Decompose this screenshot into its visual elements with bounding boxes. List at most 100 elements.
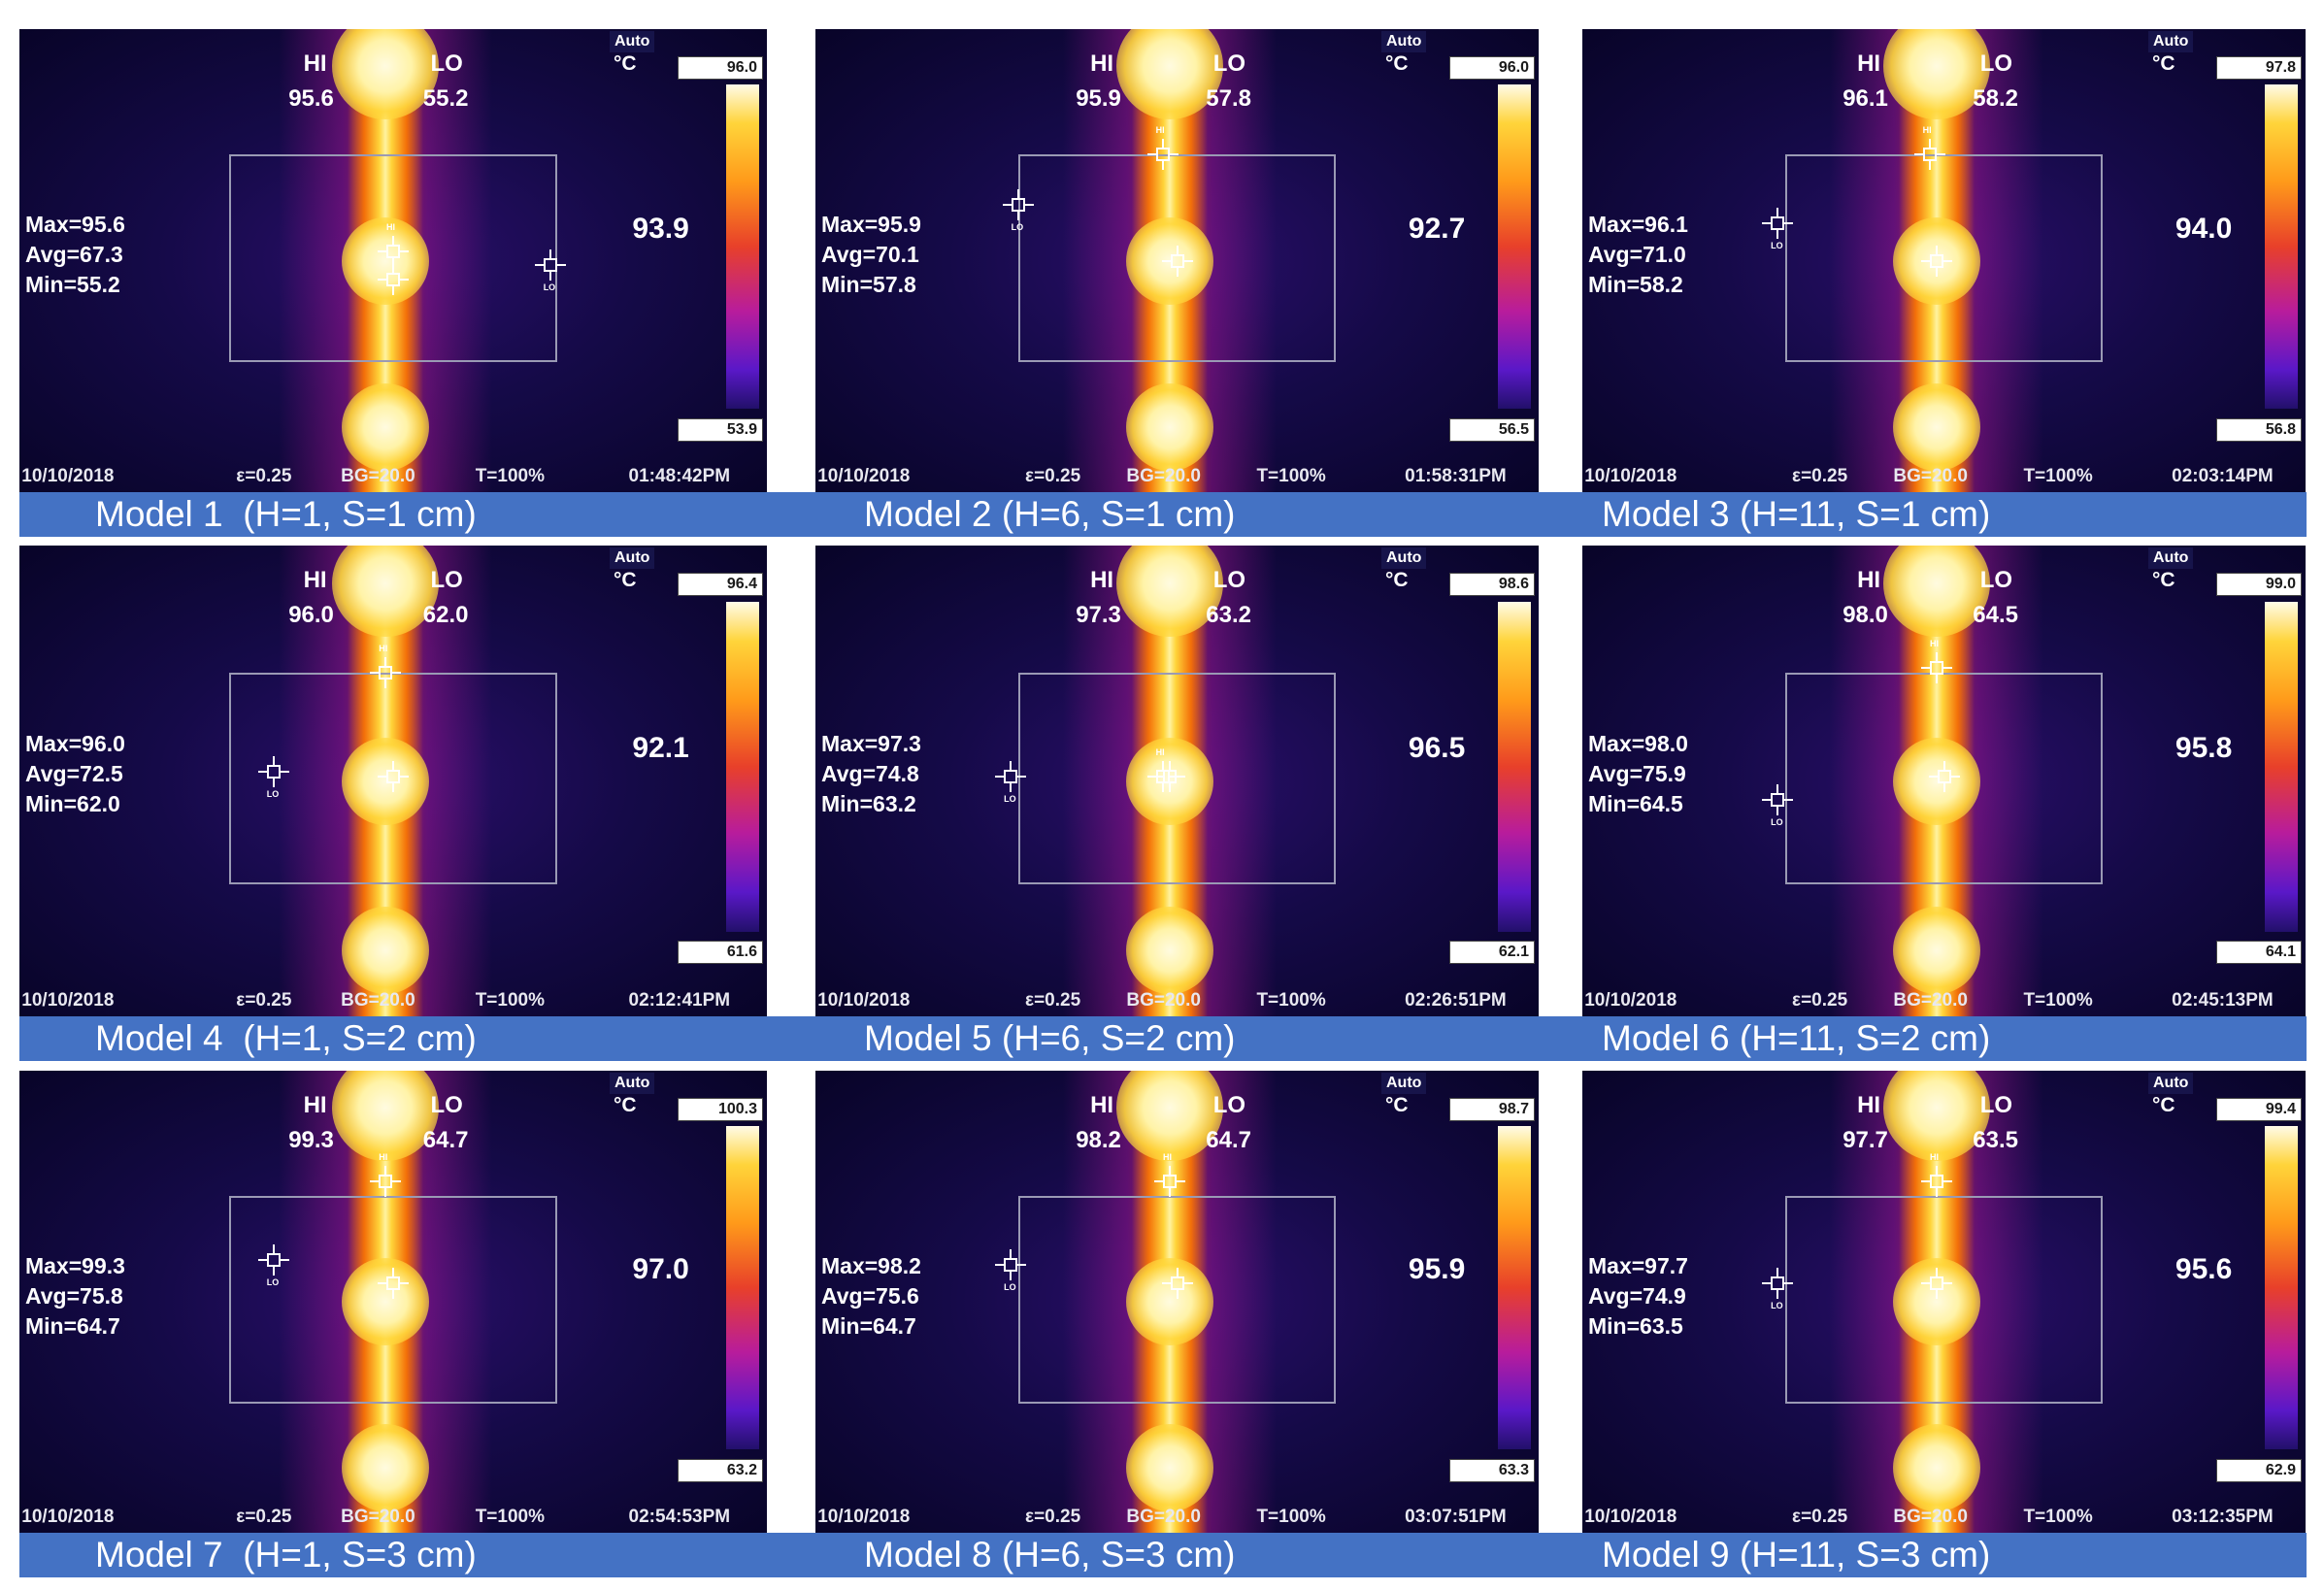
scale-max-value: 99.0 [2216,573,2302,596]
roi-statistics: Max=97.3 Avg=74.8 Min=63.2 [821,729,921,819]
stat-avg: Avg=70.1 [821,242,919,268]
stat-min: Min=63.2 [821,791,916,817]
thermal-panel-model-6: HI LO 98.0 64.5 Max=98.0 Avg=75.9 Min=64.5 95.8… [1582,546,2306,1016]
center-spot-temperature: 92.1 [632,732,689,764]
footer-emissivity: ε=0.25 [1792,990,1848,1011]
footer-background: BG=20.0 [1126,1507,1201,1527]
scale-min-value: 64.1 [2216,941,2302,965]
footer-date: 10/10/2018 [817,990,911,1011]
roi-rectangle [228,1195,558,1404]
unit-label: °C [614,569,637,591]
hot-spot [342,216,430,305]
hot-spot [342,907,430,995]
auto-range-label: Auto [610,31,655,52]
hi-crosshair-tag: HI [1922,124,1932,135]
stat-min: Min=63.5 [1588,1312,1683,1339]
lo-label: LO [430,567,463,593]
hi-label: HI [303,567,327,593]
scale-max-value: 96.0 [678,56,763,80]
scale-max-value: 97.8 [2216,56,2302,80]
lo-label: LO [1979,1092,2013,1118]
footer-date: 10/10/2018 [21,1507,115,1527]
hi-spot-crosshair-icon [378,235,409,267]
model-caption: Model 8 (H=6, S=3 cm) [815,1533,1582,1577]
lo-label: LO [430,50,463,77]
footer-background: BG=20.0 [1893,1507,1968,1527]
roi-statistics: Max=98.2 Avg=75.6 Min=64.7 [821,1251,921,1342]
hi-crosshair-tag: HI [1155,746,1165,757]
footer-transmission: T=100% [475,1507,545,1527]
auto-range-label: Auto [2148,31,2194,52]
hot-spot [1126,1424,1214,1512]
thermal-panel-model-3: HI LO 96.1 58.2 Max=96.1 Avg=71.0 Min=58.2 94.0… [1582,29,2306,492]
unit-label: °C [1385,52,1409,75]
hi-label: HI [303,50,327,77]
color-scale-bar [726,602,759,932]
color-scale-bar [726,84,759,410]
stat-max: Max=95.9 [821,212,921,238]
thermal-panel-model-2: HI LO 95.9 57.8 Max=95.9 Avg=70.1 Min=57.8 92.7… [815,29,1539,492]
hot-spot [1893,1424,1981,1512]
hi-value: 96.0 [288,602,334,628]
roi-statistics: Max=99.3 Avg=75.8 Min=64.7 [25,1251,125,1342]
color-scale-bar [726,1126,759,1450]
center-spot-temperature: 95.9 [1408,1253,1466,1286]
hi-crosshair-tag: HI [1930,1152,1940,1163]
hot-spot [332,546,440,637]
stat-max: Max=97.7 [1588,1252,1688,1278]
hot-spot [1883,1071,1991,1162]
stat-avg: Avg=74.8 [821,761,919,787]
stat-max: Max=96.1 [1588,212,1688,238]
roi-rectangle [228,153,558,363]
hi-spot-crosshair-icon [370,1166,402,1198]
hi-value: 95.9 [1076,85,1121,112]
hot-spot [1893,216,1981,305]
roi-statistics: Max=95.9 Avg=70.1 Min=57.8 [821,210,921,300]
model-caption: Model 9 (H=11, S=3 cm) [1582,1533,2307,1577]
lo-value: 64.5 [1973,602,2019,628]
center-spot-crosshair-icon [1161,1267,1193,1299]
stat-max: Max=95.6 [25,212,125,238]
unit-label: °C [2152,1094,2175,1116]
center-spot-temperature: 97.0 [632,1253,689,1286]
hi-crosshair-tag: HI [1163,1152,1173,1163]
center-spot-crosshair-icon [378,1267,409,1299]
hi-value: 98.2 [1076,1127,1121,1153]
footer-background: BG=20.0 [341,990,415,1011]
color-scale-bar [1498,84,1531,410]
lo-spot-crosshair-icon [257,755,289,787]
hot-spot [1126,383,1214,472]
footer-date: 10/10/2018 [817,466,911,486]
center-spot-temperature: 96.5 [1408,732,1466,764]
stat-avg: Avg=72.5 [25,761,123,787]
lo-crosshair-tag: LO [266,788,280,799]
stat-min: Min=62.0 [25,791,120,817]
hi-label: HI [303,1092,327,1118]
scale-min-value: 53.9 [678,417,763,442]
lo-spot-crosshair-icon [1762,208,1794,240]
lo-crosshair-tag: LO [1771,1300,1783,1310]
thermal-panel-model-4: HI LO 96.0 62.0 Max=96.0 Avg=72.5 Min=62.0 92.1… [19,546,767,1016]
color-scale-bar [2265,84,2298,410]
auto-range-label: Auto [1381,1073,1427,1094]
scale-max-value: 98.6 [1449,573,1535,596]
hi-value: 99.3 [288,1127,334,1153]
hi-value: 97.3 [1076,602,1121,628]
hi-spot-crosshair-icon [370,656,402,688]
stat-min: Min=58.2 [1588,272,1683,298]
stat-avg: Avg=75.8 [25,1282,123,1309]
auto-range-label: Auto [2148,547,2194,569]
model-caption: Model 4 (H=1, S=2 cm) [19,1016,815,1061]
scale-min-value: 63.2 [678,1458,763,1482]
center-spot-temperature: 92.7 [1408,212,1466,245]
auto-range-label: Auto [610,547,655,569]
center-spot-temperature: 93.9 [632,212,689,245]
hot-spot [342,383,430,472]
footer-transmission: T=100% [2023,990,2093,1011]
stat-min: Min=55.2 [25,272,120,298]
stat-min: Min=64.7 [25,1312,120,1339]
lo-value: 64.7 [1206,1127,1252,1153]
hi-label: HI [1857,1092,1881,1118]
unit-label: °C [614,1094,637,1116]
footer-background: BG=20.0 [341,466,415,486]
